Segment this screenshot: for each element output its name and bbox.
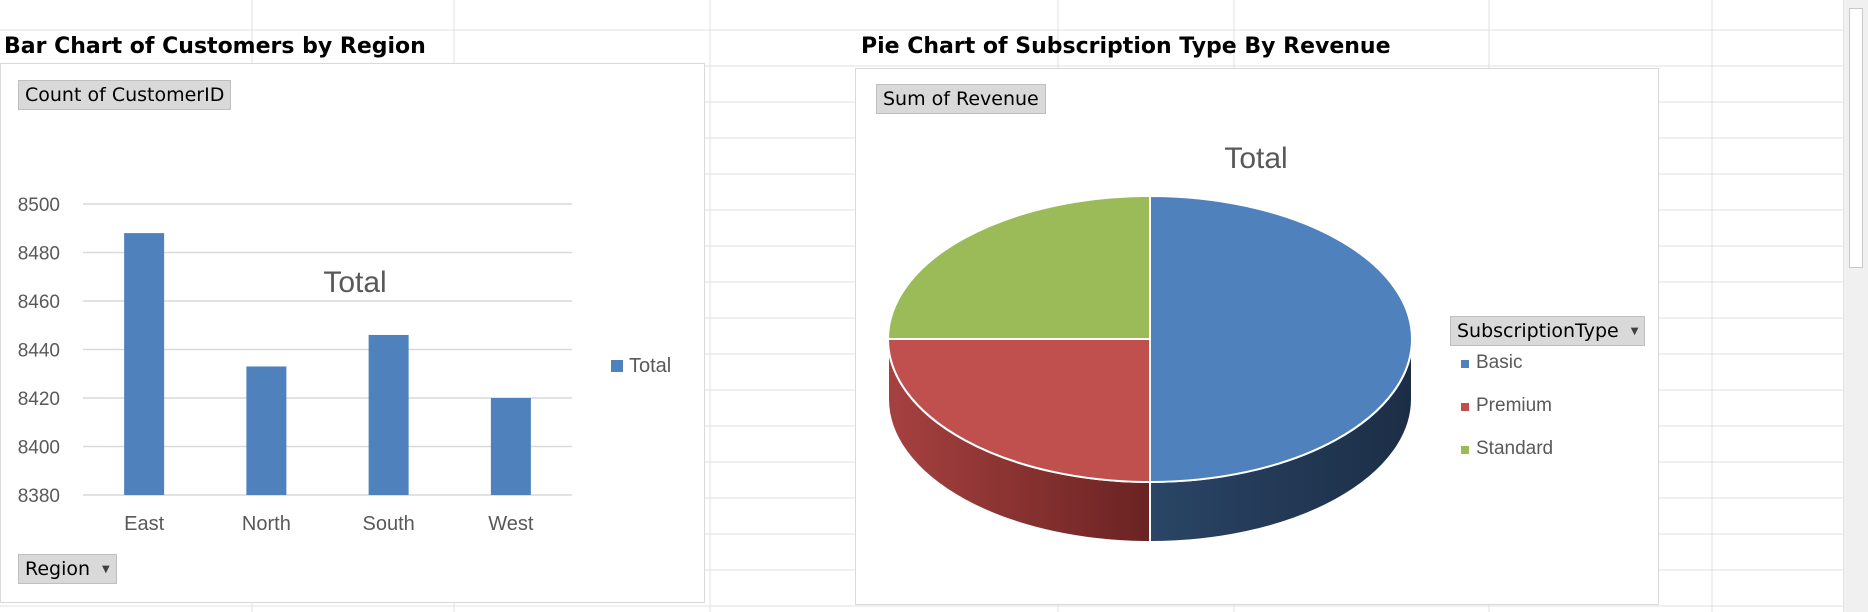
dropdown-arrow-icon: ▼ bbox=[1630, 326, 1639, 337]
bar-chart-svg: 8380 8400 8420 8440 8460 8480 8500 East North Sou… bbox=[18, 195, 672, 535]
pie-slice-premium bbox=[886, 338, 1151, 484]
dropdown-arrow-icon: ▼ bbox=[102, 564, 110, 575]
subscriptiontype-field-button[interactable]: SubscriptionType ▼ bbox=[1450, 316, 1646, 346]
legend-marker-total bbox=[611, 360, 623, 372]
pie-chart-title: Total bbox=[1224, 142, 1287, 175]
x-tick-label: North bbox=[242, 513, 291, 535]
y-tick-label: 8460 bbox=[18, 292, 60, 313]
legend-marker-premium bbox=[1461, 403, 1469, 411]
pie-slice-basic bbox=[1149, 194, 1413, 484]
vertical-scrollbar[interactable] bbox=[1843, 0, 1868, 612]
legend-label-standard: Standard bbox=[1476, 438, 1553, 459]
x-tick-label: South bbox=[362, 513, 414, 535]
bar-chart-heading: Bar Chart of Customers by Region bbox=[4, 34, 426, 59]
count-customerid-field-button[interactable]: Count of CustomerID bbox=[18, 80, 232, 110]
y-tick-label: 8500 bbox=[18, 195, 60, 216]
region-field-button[interactable]: Region ▼ bbox=[18, 554, 117, 584]
y-tick-label: 8400 bbox=[18, 438, 60, 459]
region-field-label: Region bbox=[25, 558, 91, 580]
legend-label-premium: Premium bbox=[1476, 395, 1552, 416]
pie-chart-heading: Pie Chart of Subscription Type By Revenu… bbox=[861, 34, 1391, 59]
x-tick-label: East bbox=[124, 513, 164, 535]
y-tick-label: 8380 bbox=[18, 486, 60, 507]
x-tick-label: West bbox=[488, 513, 534, 535]
legend-marker-basic bbox=[1461, 360, 1469, 368]
y-tick-label: 8440 bbox=[18, 341, 60, 362]
bar-chart-area[interactable]: Count of CustomerID Region ▼ bbox=[0, 63, 705, 603]
bar-north bbox=[246, 366, 287, 495]
y-tick-label: 8480 bbox=[18, 244, 60, 265]
bar-west bbox=[490, 398, 531, 495]
bar-south bbox=[368, 334, 409, 495]
bar-chart-title: Total bbox=[323, 266, 386, 299]
y-tick-label: 8420 bbox=[18, 389, 60, 410]
legend-label-basic: Basic bbox=[1476, 352, 1522, 373]
sum-of-revenue-field-button[interactable]: Sum of Revenue bbox=[876, 84, 1046, 114]
scrollbar-thumb[interactable] bbox=[1849, 8, 1863, 268]
pie-slice-standard bbox=[886, 194, 1151, 340]
subscriptiontype-field-label: SubscriptionType bbox=[1457, 320, 1619, 342]
bar-east bbox=[124, 233, 165, 495]
legend-label-total: Total bbox=[629, 355, 671, 377]
legend-marker-standard bbox=[1461, 446, 1469, 454]
